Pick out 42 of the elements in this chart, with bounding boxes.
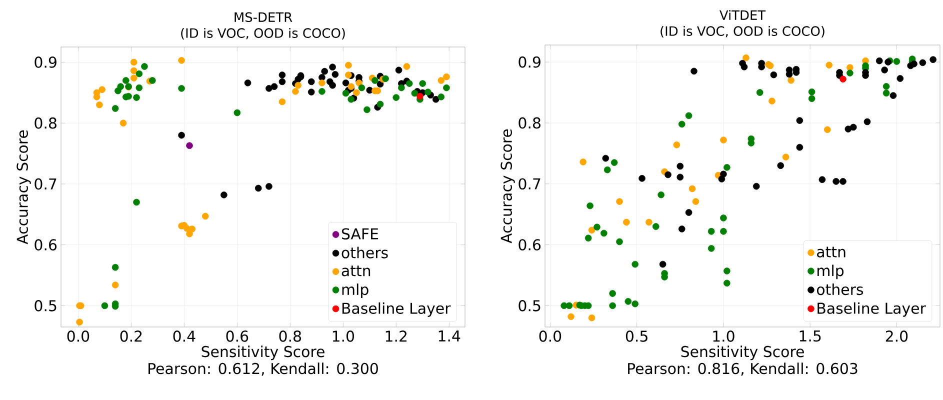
x-tick-label: 1.0: [332, 330, 354, 342]
text: Pearson: 0.816, Kendall: 0.603: [628, 362, 858, 376]
chart-title: ViTDET: [720, 10, 766, 20]
y-tick-label: 0.6: [34, 239, 57, 250]
legend-label: others: [342, 246, 388, 258]
x-tick-label: 2.0: [886, 330, 908, 342]
legend-label: Baseline Layer: [818, 302, 926, 317]
chart-subtitle: (ID is VOC, OOD is COCO): [660, 26, 824, 38]
y-tick-label: 0.9: [34, 56, 56, 68]
x-tick-label: 0.0: [67, 330, 90, 342]
legend-label: mlp: [342, 284, 368, 298]
chart-subtitle: (ID is VOC, OOD is COCO): [181, 28, 345, 40]
y-tick-label: 0.7: [34, 178, 56, 190]
x-tick-label: 0.8: [279, 330, 302, 342]
y-tick-label: 0.7: [518, 178, 540, 190]
x-tick-label: 0.6: [226, 330, 248, 342]
x-tick-label: 1.4: [438, 330, 460, 342]
legend-label: SAFE: [342, 228, 378, 240]
y-axis-title: Accuracy Score: [500, 129, 515, 244]
y-tick-label: 0.6: [518, 239, 541, 250]
chart-title: MS-DETR: [234, 12, 292, 22]
x-axis-title: Sensitivity Score: [681, 346, 804, 360]
x-tick-label: 1.2: [386, 330, 407, 342]
y-tick-label: 0.8: [34, 117, 56, 129]
legend-label: mlp: [818, 264, 844, 280]
x-tick-label: 0.4: [173, 330, 196, 342]
x-tick-label: 0.2: [120, 330, 142, 342]
x-tick-label: 1.5: [800, 330, 821, 342]
x-tick-label: 0.0: [539, 330, 562, 342]
y-tick-label: 0.8: [518, 117, 540, 129]
x-tick-label: 0.5: [626, 330, 648, 342]
y-axis-title: Accuracy Score: [16, 130, 31, 244]
text: Pearson: 0.612, Kendall: 0.300: [148, 362, 378, 376]
legend-label: attn: [342, 266, 370, 276]
y-tick-label: 0.5: [34, 300, 56, 312]
legend-label: others: [816, 284, 864, 296]
y-tick-label: 0.9: [518, 56, 540, 68]
x-axis-title: Sensitivity Score: [202, 346, 324, 360]
x-tick-label: 1.0: [713, 330, 734, 342]
legend-label: Baseline Layer: [342, 302, 451, 317]
legend-label: attn: [817, 246, 846, 258]
y-tick-label: 0.5: [518, 300, 540, 312]
